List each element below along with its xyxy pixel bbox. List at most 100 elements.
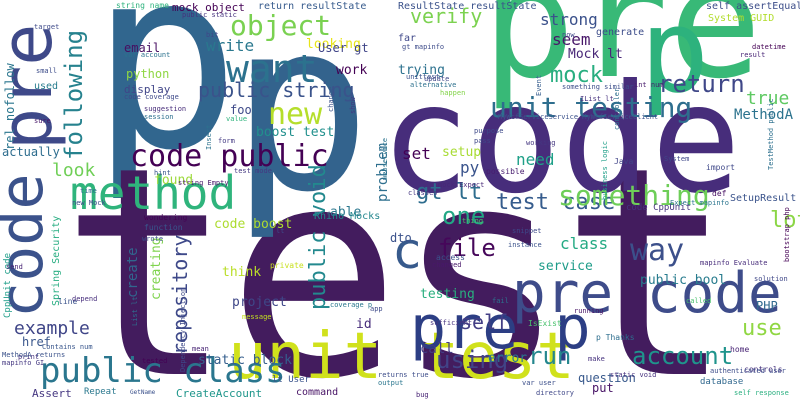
cloud-word: way: [630, 233, 685, 268]
cloud-word: authenticated user: [710, 367, 786, 375]
cloud-word: controls: [744, 365, 783, 374]
cloud-word: used: [34, 81, 59, 92]
cloud-word: Dependency Injection: [179, 287, 187, 372]
cloud-word: code CppUnit: [626, 203, 692, 213]
cloud-word: returns true: [378, 371, 429, 379]
cloud-word: app: [370, 305, 383, 313]
cloud-word: working: [526, 139, 556, 147]
cloud-word: using: [436, 346, 509, 374]
cloud-word: need: [516, 150, 555, 169]
cloud-word: call: [420, 341, 454, 357]
cloud-word: create: [125, 247, 141, 298]
cloud-word: print: [18, 353, 40, 361]
cloud-word: Spring Security: [51, 215, 62, 306]
cloud-word: Java: [614, 157, 634, 166]
cloud-word: PHP: [756, 299, 778, 313]
cloud-word: service: [538, 259, 593, 274]
cloud-word: public string: [198, 78, 355, 102]
cloud-word: python: [126, 67, 170, 81]
cloud-word: lot: [770, 208, 800, 233]
cloud-word: TestMethod public: [767, 98, 775, 170]
cloud-word: sure: [34, 117, 51, 125]
cloud-word: code boost: [214, 217, 293, 232]
cloud-word: CreateAccount: [176, 387, 263, 400]
cloud-word: use: [742, 316, 782, 341]
cloud-word: pre: [482, 0, 762, 113]
cloud-word: suggestion: [144, 105, 187, 113]
cloud-word: function: [144, 223, 183, 232]
cloud-word: looking: [306, 37, 361, 52]
cloud-word: class: [560, 234, 609, 253]
cloud-word: time: [80, 187, 97, 195]
cloud-word: return resultState: [258, 1, 367, 12]
cloud-word: method: [70, 166, 237, 220]
cloud-word: gt lt: [416, 180, 483, 205]
cloud-word: write: [206, 36, 255, 55]
cloud-word: look: [52, 160, 96, 181]
cloud-word: classes: [408, 189, 438, 197]
cloud-word: show: [349, 97, 357, 114]
cloud-word: file: [438, 234, 496, 262]
cloud-word: run: [528, 342, 572, 370]
cloud-word: thing: [462, 217, 484, 225]
cloud-word: MethodA returns: [2, 351, 66, 359]
cloud-word: session: [144, 113, 174, 121]
cloud-word: href: [22, 335, 51, 349]
cloud-word: purpose: [474, 127, 504, 135]
cloud-word: account: [632, 342, 734, 370]
cloud-word: p: [230, 0, 372, 244]
cloud-word: value: [226, 115, 248, 123]
cloud-word: return: [658, 70, 745, 98]
cloud-word: def: [712, 189, 727, 198]
cloud-word: home: [730, 345, 750, 354]
cloud-word: actually: [2, 145, 60, 159]
cloud-word: want: [226, 47, 318, 91]
cloud-word: private: [270, 261, 304, 270]
cloud-word: snippet: [512, 227, 542, 235]
cloud-word: rel nofollow: [3, 63, 17, 150]
cloud-word: access: [436, 253, 465, 262]
cloud-word: code: [380, 53, 742, 227]
cloud-word: set: [402, 144, 431, 163]
cloud-word: output: [378, 379, 404, 387]
cloud-word: send: [6, 263, 23, 271]
cloud-word: self: [460, 310, 509, 334]
cloud-word: System: [664, 155, 690, 163]
cloud-word: display: [124, 83, 171, 96]
cloud-word: creating: [149, 237, 164, 300]
cloud-word: string Empty: [178, 179, 229, 187]
cloud-word: Insert: [205, 124, 213, 150]
cloud-word: tested: [142, 357, 168, 365]
cloud-word: form: [218, 137, 235, 145]
cloud-word: self response: [734, 389, 789, 397]
cloud-word: SetupResult: [730, 193, 797, 204]
cloud-word: make: [588, 355, 605, 363]
cloud-word: trying: [398, 63, 445, 78]
cloud-word: mock object: [172, 1, 245, 14]
cloud-word: now: [562, 31, 575, 39]
cloud-word: line: [58, 297, 78, 306]
cloud-word: System GUID: [708, 13, 775, 24]
cloud-word: something similar: [562, 83, 634, 91]
cloud-word: p: [90, 0, 241, 205]
cloud-word: webservice: [381, 137, 389, 180]
cloud-word: MethodA: [734, 107, 794, 123]
cloud-word: id: [356, 317, 372, 332]
cloud-word: unittest: [406, 73, 440, 81]
cloud-word: mock Expect: [438, 181, 485, 189]
cloud-word: bug: [416, 391, 429, 399]
cloud-word: public class: [40, 351, 286, 391]
cloud-word: new: [268, 97, 323, 132]
cloud-word: changed: [432, 261, 462, 269]
cloud-word: object: [230, 9, 332, 42]
cloud-word: think: [222, 265, 262, 280]
cloud-word: something: [558, 179, 710, 212]
cloud-word: generate: [596, 27, 645, 38]
cloud-word: seem: [552, 30, 591, 49]
cloud-word: setup: [442, 145, 482, 160]
cloud-word: p Thanks: [596, 333, 635, 342]
cloud-word: email: [124, 41, 161, 55]
cloud-word: depend: [72, 295, 98, 303]
cloud-word: ResultState resultState: [398, 1, 537, 12]
cloud-word: IList lt: [580, 95, 614, 103]
